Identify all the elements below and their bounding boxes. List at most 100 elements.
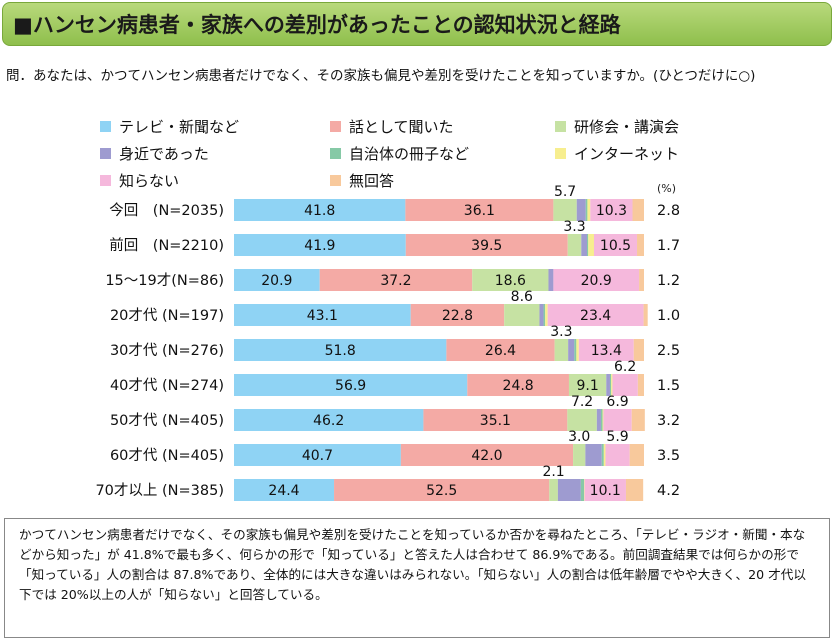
bar-segment bbox=[632, 199, 644, 221]
category-label: 70才以上 (N=385) bbox=[95, 482, 224, 499]
bar-segment bbox=[576, 199, 586, 221]
unit-label: (%) bbox=[657, 182, 676, 195]
data-label: 9.1 bbox=[576, 378, 598, 394]
summary-note: かつてハンセン病患者だけでなく、その家族も偏見や差別を受けたことを知っているか否… bbox=[4, 518, 830, 638]
bar-segment bbox=[584, 479, 626, 501]
data-label: 24.4 bbox=[268, 483, 299, 499]
bar-segment bbox=[637, 234, 644, 256]
bar-segment bbox=[573, 444, 586, 466]
bar-segment bbox=[629, 444, 644, 466]
legend-label: 無回答 bbox=[349, 172, 395, 190]
bar-segment bbox=[553, 199, 577, 221]
bar-segment bbox=[234, 199, 406, 221]
data-label: 41.9 bbox=[304, 238, 335, 254]
bar-segment bbox=[578, 339, 634, 361]
data-label: 23.4 bbox=[580, 308, 611, 324]
bar-segment bbox=[400, 444, 574, 466]
no-answer-label: 1.5 bbox=[657, 378, 680, 394]
bar-segment bbox=[590, 199, 633, 221]
category-label: 40才代 (N=274) bbox=[110, 377, 224, 394]
legend-label: 知らない bbox=[119, 172, 180, 190]
data-label: 13.4 bbox=[591, 343, 622, 359]
data-label: 46.2 bbox=[313, 413, 344, 429]
bar-segment bbox=[603, 444, 606, 466]
bar-segment bbox=[554, 339, 569, 361]
stacked-bar-chart: (%) 今回 (N=2035) 41.8 36.1 5.7 10.3 2.8 前回 (N=22… bbox=[95, 182, 680, 501]
title-band: ■ハンセン病患者・家族への差別があったことの認知状況と経路 bbox=[2, 2, 832, 46]
bar-segment bbox=[567, 234, 582, 256]
bar-segment bbox=[234, 409, 424, 431]
legend-swatch bbox=[100, 148, 111, 159]
data-label: 22.8 bbox=[442, 308, 473, 324]
bar-segment bbox=[601, 444, 604, 466]
data-label: 6.2 bbox=[614, 359, 636, 375]
legend-item: インターネット bbox=[555, 143, 679, 164]
bar-segment bbox=[633, 339, 644, 361]
data-label: 36.1 bbox=[464, 203, 495, 219]
bar-segment bbox=[557, 479, 581, 501]
legend-item: 自治体の冊子など bbox=[330, 143, 469, 164]
legend-label: インターネット bbox=[574, 145, 680, 163]
legend-swatch bbox=[555, 121, 566, 132]
bar-segment bbox=[234, 234, 406, 256]
bar-segment bbox=[596, 409, 601, 431]
bar-segment bbox=[574, 339, 577, 361]
data-label: 5.9 bbox=[606, 429, 628, 445]
no-answer-label: 1.0 bbox=[657, 308, 680, 324]
bar-segment bbox=[234, 304, 411, 326]
data-label: 42.0 bbox=[471, 448, 502, 464]
no-answer-label: 3.2 bbox=[657, 413, 680, 429]
data-label: 8.6 bbox=[511, 289, 533, 305]
legend-swatch bbox=[100, 121, 111, 132]
legend-label: 研修会・講演会 bbox=[574, 118, 680, 136]
bar-segment bbox=[234, 374, 468, 396]
data-label: 39.5 bbox=[471, 238, 502, 254]
legend-swatch bbox=[330, 121, 341, 132]
legend-label: 話として聞いた bbox=[349, 118, 454, 136]
bar-segment bbox=[611, 374, 613, 396]
category-label: 15～19才(N=86) bbox=[105, 272, 224, 289]
bar-segment bbox=[585, 199, 588, 221]
bar-segment bbox=[234, 444, 401, 466]
bar-segment bbox=[606, 374, 610, 396]
category-label: 20才代 (N=197) bbox=[110, 307, 224, 324]
bar-segment bbox=[576, 339, 579, 361]
data-label: 37.2 bbox=[380, 273, 411, 289]
data-label: 41.8 bbox=[304, 203, 335, 219]
legend-swatch bbox=[555, 148, 566, 159]
no-answer-label: 4.2 bbox=[657, 483, 680, 499]
legend-item: 無回答 bbox=[330, 170, 394, 191]
data-label: 10.3 bbox=[596, 203, 627, 219]
page-title: ■ハンセン病患者・家族への差別があったことの認知状況と経路 bbox=[13, 13, 621, 37]
data-label: 6.9 bbox=[606, 394, 628, 410]
bar-segment bbox=[234, 269, 320, 291]
no-answer-label: 2.5 bbox=[657, 343, 680, 359]
bar-segment bbox=[405, 234, 568, 256]
data-label: 43.1 bbox=[307, 308, 338, 324]
bar-segment bbox=[410, 304, 505, 326]
data-label: 35.1 bbox=[480, 413, 511, 429]
no-answer-label: 1.2 bbox=[657, 273, 680, 289]
bar-segment bbox=[548, 269, 554, 291]
bar-segment bbox=[472, 269, 549, 291]
bar-segment bbox=[603, 409, 632, 431]
bar-segment bbox=[543, 304, 546, 326]
bar-segment bbox=[504, 304, 540, 326]
category-label: 今回 (N=2035) bbox=[109, 202, 224, 219]
data-label: 52.5 bbox=[426, 483, 457, 499]
data-label: 3.3 bbox=[563, 219, 585, 235]
bar-segment bbox=[467, 374, 569, 396]
bar-segment bbox=[612, 374, 638, 396]
legend-label: テレビ・新聞など bbox=[119, 118, 240, 136]
data-label: 40.7 bbox=[302, 448, 333, 464]
bar-segment bbox=[334, 479, 550, 501]
bar-segment bbox=[602, 409, 604, 431]
bar-segment bbox=[625, 479, 644, 501]
data-label: 26.4 bbox=[485, 343, 516, 359]
legend-item: 身近であった bbox=[100, 143, 209, 164]
bar-segment bbox=[545, 304, 548, 326]
bar-segment bbox=[587, 234, 589, 256]
bar-segment bbox=[423, 409, 568, 431]
bar-segment bbox=[587, 199, 591, 221]
data-label: 10.1 bbox=[590, 483, 621, 499]
